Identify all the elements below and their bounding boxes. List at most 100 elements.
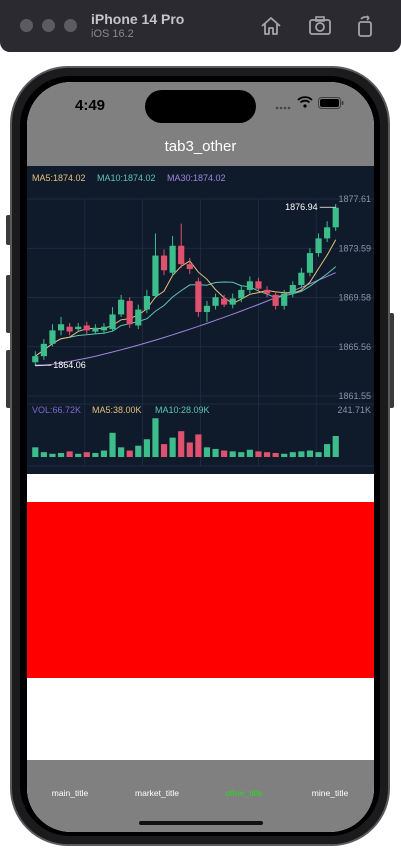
volume-bar — [229, 451, 236, 457]
home-icon[interactable] — [258, 13, 284, 39]
volume-bar — [66, 451, 73, 457]
volume-bar — [135, 445, 142, 457]
price-tick-label: 1869.58 — [338, 293, 371, 303]
volume-bar — [272, 452, 279, 457]
candle-body — [255, 281, 262, 289]
tab-other[interactable]: other_title — [225, 788, 263, 798]
volume-bar — [246, 449, 253, 457]
ma10-line — [35, 266, 337, 357]
screenshot-icon[interactable] — [307, 13, 333, 39]
rotate-icon[interactable] — [352, 13, 378, 39]
status-time: 4:49 — [75, 97, 106, 114]
tab-market[interactable]: market_title — [135, 788, 179, 798]
candle-body — [169, 245, 176, 273]
home-indicator — [139, 821, 263, 825]
candle-body — [75, 326, 82, 330]
candle-body — [212, 297, 219, 306]
candle-body — [83, 325, 90, 331]
simulator-toolbar: iPhone 14 Pro iOS 16.2 — [0, 0, 401, 52]
candle-body — [40, 343, 47, 357]
volume-indicator: VOL:66.72K — [32, 405, 81, 415]
volume-bar — [75, 453, 82, 457]
volume-bar — [57, 452, 65, 457]
candle-body — [281, 293, 288, 306]
kline-chart-canvas[interactable]: MA5:1874.02 MA10:1874.02 MA30:1874.02 18… — [27, 166, 374, 474]
candle-body — [332, 207, 339, 228]
volume-bar — [263, 452, 271, 457]
power-button — [389, 313, 394, 408]
volume-bar — [152, 418, 159, 457]
candle-body — [289, 284, 296, 294]
volume-bar — [83, 452, 90, 457]
window-controls[interactable] — [20, 19, 77, 32]
candle-body — [152, 255, 159, 297]
candle-body — [229, 298, 236, 305]
price-axis-labels: 1877.61 1873.59 1869.58 1865.56 1861.55 — [338, 194, 371, 401]
volume-bar — [315, 452, 322, 457]
volume-bar — [281, 453, 288, 457]
volume-bar — [212, 448, 219, 457]
candle-body — [221, 298, 228, 305]
candle-body — [92, 327, 99, 332]
volume-bar — [298, 451, 305, 457]
candle-body — [126, 300, 133, 325]
price-tick-label: 1861.55 — [338, 391, 371, 401]
volume-bar — [126, 450, 133, 457]
candle-body — [49, 330, 56, 344]
candle-body — [178, 245, 185, 265]
volume-bar — [109, 432, 116, 457]
price-extreme-labels: 1876.94 1864.06 — [35, 202, 336, 370]
ma10-indicator: MA10:1874.02 — [97, 173, 156, 183]
max-price-label: 1876.94 — [285, 202, 318, 212]
ma30-indicator: MA30:1874.02 — [167, 173, 226, 183]
candle-body — [186, 264, 193, 270]
dynamic-island — [145, 90, 256, 123]
device-name: iPhone 14 Pro — [91, 11, 185, 27]
spacer — [27, 474, 374, 502]
candle-body — [195, 281, 202, 312]
volume-bar — [143, 439, 150, 457]
volume-bar — [178, 431, 185, 457]
kline-chart[interactable]: MA5:1874.02 MA10:1874.02 MA30:1874.02 18… — [27, 166, 374, 474]
volume-bar — [255, 451, 262, 457]
volume-bar — [221, 450, 228, 457]
red-content-view — [27, 502, 374, 678]
tab-mine[interactable]: mine_title — [311, 788, 349, 798]
wifi-icon — [297, 96, 313, 108]
zoom-window-button[interactable] — [64, 19, 77, 32]
volume-bar — [195, 434, 202, 457]
tab-bar: main_title market_title other_title mine… — [27, 760, 374, 832]
volume-bar — [40, 452, 47, 457]
volume-bar — [306, 450, 314, 457]
volume-bar — [92, 452, 99, 457]
candle-body — [160, 255, 168, 271]
candle-body — [315, 238, 322, 254]
volume-bar — [203, 447, 211, 457]
signal-icon — [275, 106, 291, 110]
chart-grid — [27, 198, 374, 467]
volume-ma10-indicator: MA10:28.09K — [155, 405, 210, 415]
min-price-label: 1864.06 — [53, 360, 86, 370]
action-button — [6, 215, 11, 245]
minimize-window-button[interactable] — [42, 19, 55, 32]
candle-body — [298, 272, 305, 285]
price-tick-label: 1873.59 — [338, 243, 371, 253]
status-bar: 4:49 tab3_other — [27, 82, 374, 166]
candle-body — [32, 356, 39, 363]
volume-up-button — [6, 275, 11, 333]
candle-body — [135, 309, 142, 326]
tab-main[interactable]: main_title — [51, 788, 89, 798]
price-tick-label: 1877.61 — [338, 194, 371, 204]
candle-body — [143, 296, 150, 310]
candle-body — [57, 324, 65, 331]
candles — [32, 204, 339, 366]
candle-body — [324, 227, 331, 239]
volume-bar — [324, 444, 331, 457]
candle-body — [263, 289, 271, 294]
os-version: iOS 16.2 — [91, 28, 134, 40]
close-window-button[interactable] — [20, 19, 33, 32]
volume-bar — [186, 442, 193, 457]
volume-bar — [160, 444, 168, 457]
volume-bars — [32, 418, 339, 457]
battery-icon — [318, 97, 344, 109]
